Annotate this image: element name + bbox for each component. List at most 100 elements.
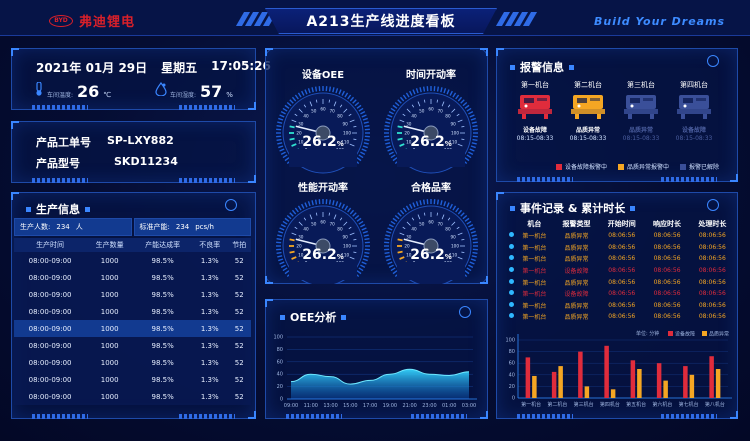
alarm-legend-item: 设备故障报警中 <box>556 162 607 171</box>
gauge-scale-mark <box>457 119 463 123</box>
gauge-scale-mark <box>315 212 318 216</box>
bar-x-tick: 第四机台 <box>600 401 620 408</box>
gauge-tick <box>397 212 402 217</box>
gauge-scale-mark <box>399 232 405 236</box>
gauge-tick <box>419 200 422 206</box>
oee-x-tick: 03:00 <box>462 403 476 409</box>
gauge-tick <box>412 202 416 208</box>
gauge-tick-label: 110 <box>341 253 349 258</box>
bar-unit-label: 单位: 分钟 <box>636 330 659 337</box>
production-cell: 98.5% <box>133 337 193 354</box>
event-cell: 设备故障 <box>564 291 589 299</box>
oee-line <box>290 368 470 385</box>
machine-icon[interactable] <box>676 93 712 121</box>
bar-y-tick: 80 <box>509 349 515 355</box>
bar-quality-issue <box>715 369 721 398</box>
gauge-scale-mark <box>461 125 465 128</box>
gauge-tick <box>394 214 400 220</box>
event-row[interactable]: 第一机台 设备故障 08:06:56 08:06:56 08:06:56 <box>507 265 735 277</box>
gauge-tick <box>468 224 474 228</box>
bar-quality-issue <box>689 374 695 398</box>
production-cell: 52 <box>227 320 251 337</box>
gauge-tick <box>344 205 349 211</box>
gauge-tick <box>276 124 282 128</box>
col-production-qty: 生产数量 <box>86 238 134 252</box>
gauge-tick-label: 20 <box>296 131 302 136</box>
gauge-tick <box>469 261 475 265</box>
gauge-tick <box>314 86 318 92</box>
bar-y-tick: 60 <box>509 361 515 367</box>
gauge-scale-mark <box>461 238 465 241</box>
production-cell: 1000 <box>86 388 134 405</box>
gauge-tick <box>469 114 475 118</box>
oee-y-tick: 40 <box>277 372 283 378</box>
gauge-tick <box>468 264 474 268</box>
gauge-scale-mark <box>456 226 460 230</box>
gauge-tick <box>472 124 478 128</box>
gauge-tick <box>440 87 443 93</box>
machine-icon[interactable] <box>570 93 606 121</box>
event-dot <box>507 288 515 300</box>
gauge-tick <box>277 121 283 124</box>
gauge-level-mark <box>397 137 403 141</box>
event-row[interactable]: 第一机台 品质异常 08:06:56 08:06:56 08:06:56 <box>507 242 735 254</box>
gauge-tick <box>286 101 292 107</box>
gauge-scale-mark <box>451 221 456 226</box>
production-cell: 98.5% <box>133 303 193 320</box>
capacity-cell: 标准产能: 234 pcs/h <box>133 218 251 236</box>
gauge-tick <box>276 138 282 142</box>
bar-x-tick: 第八机台 <box>705 401 725 408</box>
gauge-tick <box>279 114 285 118</box>
production-row: 08:00-09:00 1000 98.5% 1.3% 52 <box>14 371 251 388</box>
gauge-tick <box>464 270 470 275</box>
gauge-tick <box>388 224 394 228</box>
work-order-label: 产品工单号 <box>36 136 91 149</box>
production-cell: 1000 <box>86 354 134 371</box>
gauge-tick <box>282 154 288 159</box>
production-cell: 98.5% <box>133 354 193 371</box>
bar-quality-issue <box>584 386 590 398</box>
gauge-value: 26.2% <box>278 134 368 150</box>
gauge-tick-label: 30 <box>406 121 412 126</box>
gauge-tick <box>384 138 390 142</box>
header-bar: BYD 弗迪锂电 A213生产线进度看板 Build Your Dreams <box>0 0 750 36</box>
gauge-scale-mark <box>333 101 337 107</box>
gauge-scale-mark <box>417 101 421 107</box>
gauge-scale-mark <box>309 214 313 220</box>
status-dot-icon <box>508 232 514 238</box>
gauge-tick <box>335 88 339 94</box>
temperature-label: 车间温度: <box>47 92 74 99</box>
gauge-scale-mark <box>353 125 357 128</box>
product-model-row: 产品型号 SKD11234 <box>36 155 178 171</box>
event-row[interactable]: 第一机台 品质异常 08:06:56 08:06:56 08:06:56 <box>507 230 735 242</box>
machine-icon[interactable] <box>517 93 553 121</box>
gauge-label: 设备OEE <box>301 70 345 81</box>
event-row[interactable]: 第一机台 品质异常 08:06:56 08:06:56 08:06:56 <box>507 276 735 288</box>
gauge-tick <box>360 151 366 155</box>
gauge-tick <box>471 255 477 258</box>
gauge-tick <box>356 217 362 222</box>
production-cell: 1000 <box>86 337 134 354</box>
oee-y-tick: 60 <box>277 359 283 365</box>
bar-x-tick: 第二机台 <box>547 401 567 408</box>
event-row[interactable]: 第一机台 品质异常 08:06:56 08:06:56 08:06:56 <box>507 253 735 265</box>
gauge-tick-label: 60 <box>428 107 434 112</box>
gauge-scale-mark <box>298 221 303 226</box>
oee-x-tick: 11:00 <box>304 403 318 409</box>
event-row[interactable]: 第一机台 品质异常 08:06:56 08:06:56 08:06:56 <box>507 311 735 323</box>
machine-icon[interactable] <box>623 93 659 121</box>
gauge-value-number: 26.2 <box>302 134 337 150</box>
alarm-machine-status: 设备故障 <box>681 127 706 134</box>
gauge-value-unit: % <box>444 253 452 261</box>
gauge-tick <box>457 209 463 215</box>
events-title: 事件记录 & 累计时长 <box>510 200 636 216</box>
event-cell: 08:06:56 <box>698 301 726 309</box>
gauge-hub <box>315 238 331 254</box>
event-cell: 08:06:56 <box>608 243 636 251</box>
gauge-tick <box>363 255 369 258</box>
event-row[interactable]: 第一机台 品质异常 08:06:56 08:06:56 08:06:56 <box>507 300 735 312</box>
gauge-scale-mark <box>457 256 463 260</box>
gauge-tick-label: 110 <box>341 140 349 145</box>
event-row[interactable]: 第一机台 设备故障 08:06:56 08:06:56 08:06:56 <box>507 288 735 300</box>
gauge-tick <box>387 114 393 118</box>
